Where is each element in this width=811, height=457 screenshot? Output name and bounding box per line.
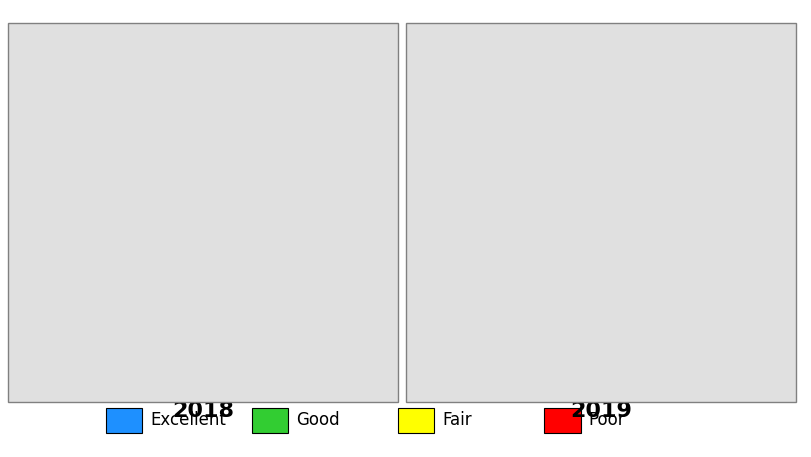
FancyBboxPatch shape xyxy=(251,408,288,433)
Text: Excellent: Excellent xyxy=(150,411,225,430)
Text: Poor: Poor xyxy=(588,411,624,430)
Text: 2018: 2018 xyxy=(172,401,234,421)
Text: Fair: Fair xyxy=(442,411,471,430)
FancyBboxPatch shape xyxy=(105,408,142,433)
FancyBboxPatch shape xyxy=(543,408,580,433)
Text: Good: Good xyxy=(296,411,340,430)
Text: 2019: 2019 xyxy=(569,401,631,421)
FancyBboxPatch shape xyxy=(397,408,434,433)
